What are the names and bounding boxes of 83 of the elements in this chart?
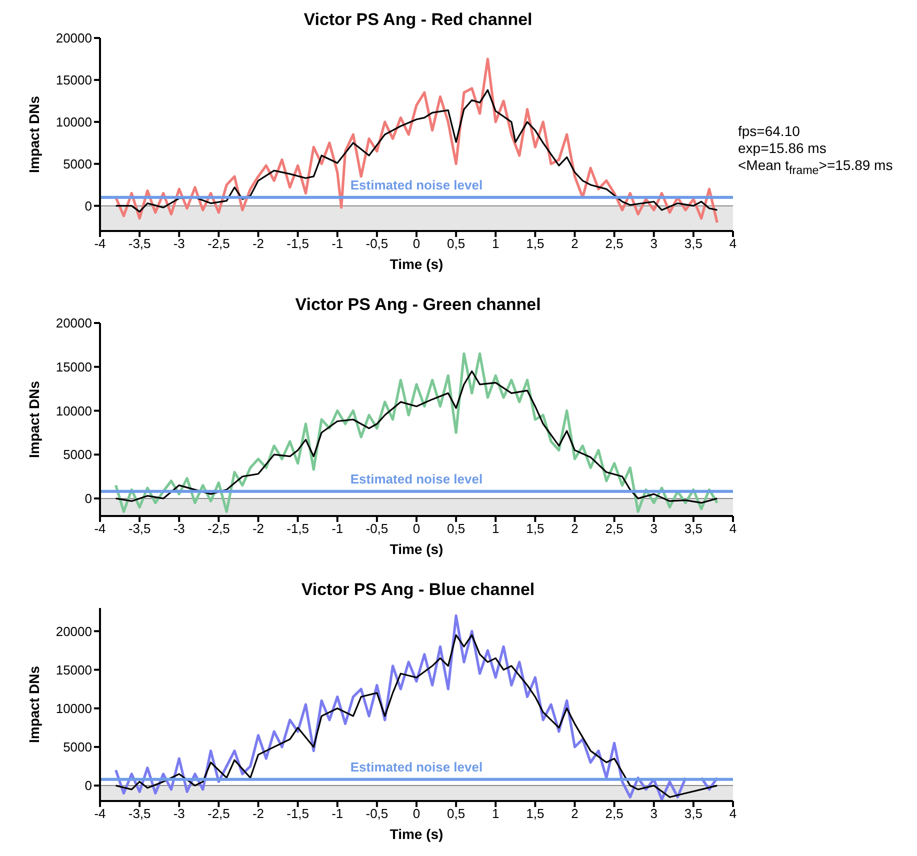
x-tick-label: -1,5	[286, 236, 310, 252]
x-tick-label: -3,5	[128, 521, 151, 536]
x-tick-label: -4	[94, 806, 106, 822]
x-tick-label: -2,5	[207, 236, 230, 252]
x-tick-label: -3,5	[128, 806, 151, 822]
y-tick-label: 5000	[63, 156, 92, 172]
x-tick-label: 2,5	[605, 521, 624, 536]
x-tick-label: 1	[492, 806, 500, 822]
x-tick-label: 0	[412, 521, 420, 536]
y-axis-title: Impact DNs	[26, 96, 42, 174]
x-tick-label: -1	[332, 236, 344, 252]
x-tick-label: 3,5	[684, 806, 702, 822]
chart-title: Victor PS Ang - Red channel	[302, 10, 534, 30]
x-tick-label: -1,5	[286, 521, 310, 536]
x-tick-label: -0,5	[366, 236, 388, 252]
x-tick-label: -2,5	[207, 521, 230, 536]
ref-line-label: Estimated noise level	[350, 759, 483, 774]
x-tick-label: -3	[173, 521, 185, 536]
y-tick-label: 10000	[56, 700, 92, 716]
x-tick-label: -2	[252, 521, 264, 536]
x-tick-label: 3	[650, 806, 658, 822]
x-tick-label: 3,5	[684, 521, 702, 536]
y-tick-label: 20000	[56, 624, 92, 639]
x-tick-label: 0	[412, 236, 420, 252]
x-tick-label: -2	[252, 236, 264, 252]
y-tick-label: 10000	[56, 114, 92, 130]
chart-title: Victor PS Ang - Blue channel	[300, 580, 536, 600]
x-tick-label: 2	[571, 236, 578, 252]
x-tick-label: -2,5	[207, 806, 230, 822]
x-tick-label: 1,5	[526, 236, 544, 252]
x-tick-label: -0,5	[366, 521, 388, 536]
x-tick-label: 4	[729, 236, 737, 252]
x-tick-label: 0,5	[447, 521, 466, 536]
x-tick-label: -3	[173, 236, 185, 252]
x-tick-label: -0,5	[366, 806, 388, 822]
x-tick-label: 3,5	[684, 236, 702, 252]
x-tick-label: 1	[492, 521, 500, 536]
x-tick-label: -4	[94, 236, 106, 252]
y-tick-label: 15000	[56, 662, 92, 678]
x-tick-label: -4	[94, 521, 106, 536]
y-axis-title: Impact DNs	[26, 666, 42, 744]
line-series	[115, 370, 718, 504]
x-tick-label: -2	[252, 806, 264, 822]
x-tick-label: 3	[650, 236, 658, 252]
y-tick-label: 0	[84, 491, 92, 506]
y-tick-label: 15000	[56, 359, 92, 374]
ref-line-label: Estimated noise level	[350, 471, 483, 486]
x-tick-label: -1	[332, 521, 344, 536]
x-axis-title: Time (s)	[390, 826, 444, 842]
x-tick-label: -1	[332, 806, 344, 822]
x-tick-label: 1,5	[526, 521, 544, 536]
x-tick-label: -3	[173, 806, 185, 822]
x-tick-label: 3	[650, 521, 658, 536]
x-axis-title: Time (s)	[390, 256, 444, 272]
y-tick-label: 20000	[56, 316, 92, 331]
text: fps=64.10	[738, 123, 801, 140]
y-tick-label: 5000	[63, 740, 92, 755]
chart-title: Victor PS Ang - Green channel	[294, 295, 542, 315]
x-axis-title: Time (s)	[390, 541, 444, 557]
y-tick-label: 15000	[56, 72, 92, 88]
x-tick-label: 0,5	[447, 806, 466, 822]
x-tick-label: 0,5	[447, 236, 466, 252]
ref-line-label: Estimated noise level	[350, 177, 483, 192]
x-tick-label: 1	[492, 236, 500, 252]
y-axis-title: Impact DNs	[26, 380, 42, 458]
text: <Mean t$_{frame}$>=15.89 ms	[738, 157, 893, 179]
y-tick-label: 5000	[63, 447, 92, 462]
x-tick-label: 2,5	[605, 806, 624, 822]
y-tick-label: 10000	[56, 403, 92, 418]
x-tick-label: 4	[729, 806, 737, 822]
x-tick-label: 2	[571, 806, 578, 822]
x-tick-label: -1,5	[286, 806, 310, 822]
x-tick-label: 0	[412, 806, 420, 822]
y-tick-label: 0	[84, 198, 92, 214]
x-tick-label: -3,5	[128, 236, 151, 252]
x-tick-label: 2	[571, 521, 578, 536]
x-tick-label: 1,5	[526, 806, 544, 822]
x-tick-label: 2,5	[605, 236, 624, 252]
text: exp=15.86 ms	[738, 140, 828, 157]
y-tick-label: 0	[84, 778, 92, 794]
x-tick-label: 4	[729, 521, 737, 536]
y-tick-label: 20000	[56, 30, 92, 46]
line-series	[115, 89, 718, 212]
